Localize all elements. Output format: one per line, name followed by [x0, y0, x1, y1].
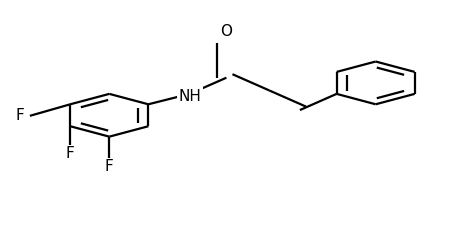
- Text: NH: NH: [178, 89, 201, 104]
- Text: F: F: [66, 146, 75, 161]
- Text: O: O: [220, 24, 232, 39]
- Text: F: F: [15, 108, 24, 123]
- Text: F: F: [105, 159, 114, 174]
